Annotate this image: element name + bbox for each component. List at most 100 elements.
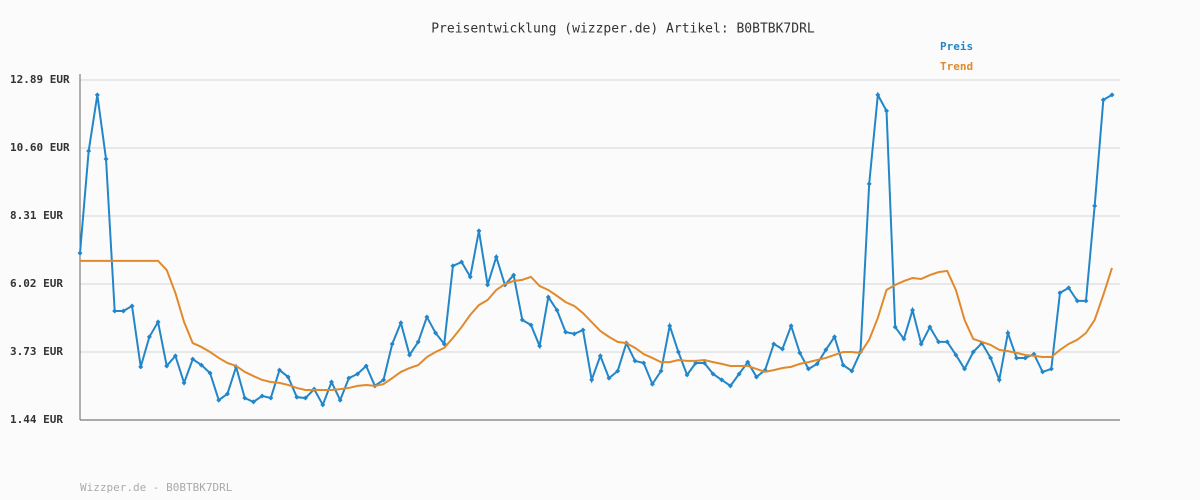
- point-marker: [580, 327, 586, 333]
- point-marker: [485, 282, 491, 288]
- point-marker: [1100, 97, 1106, 103]
- footer: Wizzper.de - B0BTBK7DRL: [80, 481, 233, 494]
- point-marker: [190, 356, 196, 362]
- point-marker: [155, 319, 161, 325]
- point-marker: [563, 329, 569, 335]
- point-marker: [918, 341, 924, 347]
- point-marker: [710, 371, 716, 377]
- point-marker: [224, 391, 230, 397]
- legend-label: Preis: [940, 40, 973, 53]
- point-marker: [736, 371, 742, 377]
- point-marker: [407, 352, 413, 358]
- point-marker: [814, 361, 820, 367]
- point-marker: [1014, 355, 1020, 361]
- point-marker: [77, 250, 83, 256]
- point-marker: [840, 362, 846, 368]
- point-marker: [302, 395, 308, 401]
- point-marker: [146, 334, 152, 340]
- point-marker: [866, 181, 872, 187]
- point-marker: [684, 372, 690, 378]
- point-marker: [597, 353, 603, 359]
- point-marker: [901, 336, 907, 342]
- point-marker: [467, 274, 473, 280]
- series-line: [80, 259, 1113, 392]
- point-marker: [172, 353, 178, 359]
- point-marker: [823, 347, 829, 353]
- point-marker: [398, 320, 404, 326]
- point-marker: [1066, 285, 1072, 291]
- point-marker: [519, 317, 525, 323]
- point-marker: [94, 92, 100, 98]
- point-marker: [875, 92, 881, 98]
- point-marker: [1109, 92, 1115, 98]
- point-marker: [1005, 330, 1011, 336]
- legend-label: Trend: [940, 60, 973, 73]
- point-marker: [320, 402, 326, 408]
- point-marker: [1040, 369, 1046, 375]
- point-marker: [528, 322, 534, 328]
- point-marker: [910, 307, 916, 313]
- point-marker: [1083, 298, 1089, 304]
- point-marker: [285, 374, 291, 380]
- point-marker: [884, 108, 890, 114]
- point-marker: [129, 303, 135, 309]
- point-marker: [831, 334, 837, 340]
- point-marker: [112, 308, 118, 314]
- point-marker: [450, 263, 456, 269]
- point-marker: [797, 350, 803, 356]
- y-tick-label: 6.02 EUR: [10, 277, 63, 290]
- point-marker: [727, 383, 733, 389]
- y-tick-label: 8.31 EUR: [10, 209, 63, 222]
- point-marker: [207, 370, 213, 376]
- point-marker: [632, 358, 638, 364]
- point-marker: [103, 156, 109, 162]
- point-marker: [389, 341, 395, 347]
- point-marker: [927, 324, 933, 330]
- point-marker: [511, 272, 517, 278]
- point-marker: [675, 349, 681, 355]
- point-marker: [537, 343, 543, 349]
- point-marker: [944, 339, 950, 345]
- point-marker: [337, 397, 343, 403]
- point-marker: [294, 394, 300, 400]
- point-marker: [120, 308, 126, 314]
- point-marker: [1022, 355, 1028, 361]
- point-marker: [476, 228, 482, 234]
- point-marker: [424, 314, 430, 320]
- point-marker: [242, 395, 248, 401]
- point-marker: [1092, 203, 1098, 209]
- y-tick-label: 12.89 EUR: [10, 73, 70, 86]
- point-marker: [962, 366, 968, 372]
- point-marker: [936, 339, 942, 345]
- point-marker: [268, 395, 274, 401]
- y-tick-label: 10.60 EUR: [10, 141, 70, 154]
- point-marker: [138, 364, 144, 370]
- point-marker: [276, 367, 282, 373]
- point-marker: [779, 346, 785, 352]
- point-marker: [164, 363, 170, 369]
- point-marker: [571, 331, 577, 337]
- point-marker: [363, 363, 369, 369]
- point-marker: [198, 362, 204, 368]
- point-marker: [771, 341, 777, 347]
- point-marker: [996, 377, 1002, 383]
- point-marker: [355, 371, 361, 377]
- point-marker: [216, 397, 222, 403]
- point-marker: [250, 399, 256, 405]
- point-marker: [606, 375, 612, 381]
- point-marker: [988, 355, 994, 361]
- point-marker: [667, 323, 673, 329]
- point-marker: [719, 377, 725, 383]
- point-marker: [970, 349, 976, 355]
- point-marker: [745, 359, 751, 365]
- point-marker: [658, 368, 664, 374]
- y-tick-label: 3.73 EUR: [10, 345, 63, 358]
- point-marker: [86, 148, 92, 154]
- point-marker: [849, 368, 855, 374]
- point-marker: [545, 294, 551, 300]
- point-marker: [805, 366, 811, 372]
- point-marker: [381, 377, 387, 383]
- point-marker: [433, 330, 439, 336]
